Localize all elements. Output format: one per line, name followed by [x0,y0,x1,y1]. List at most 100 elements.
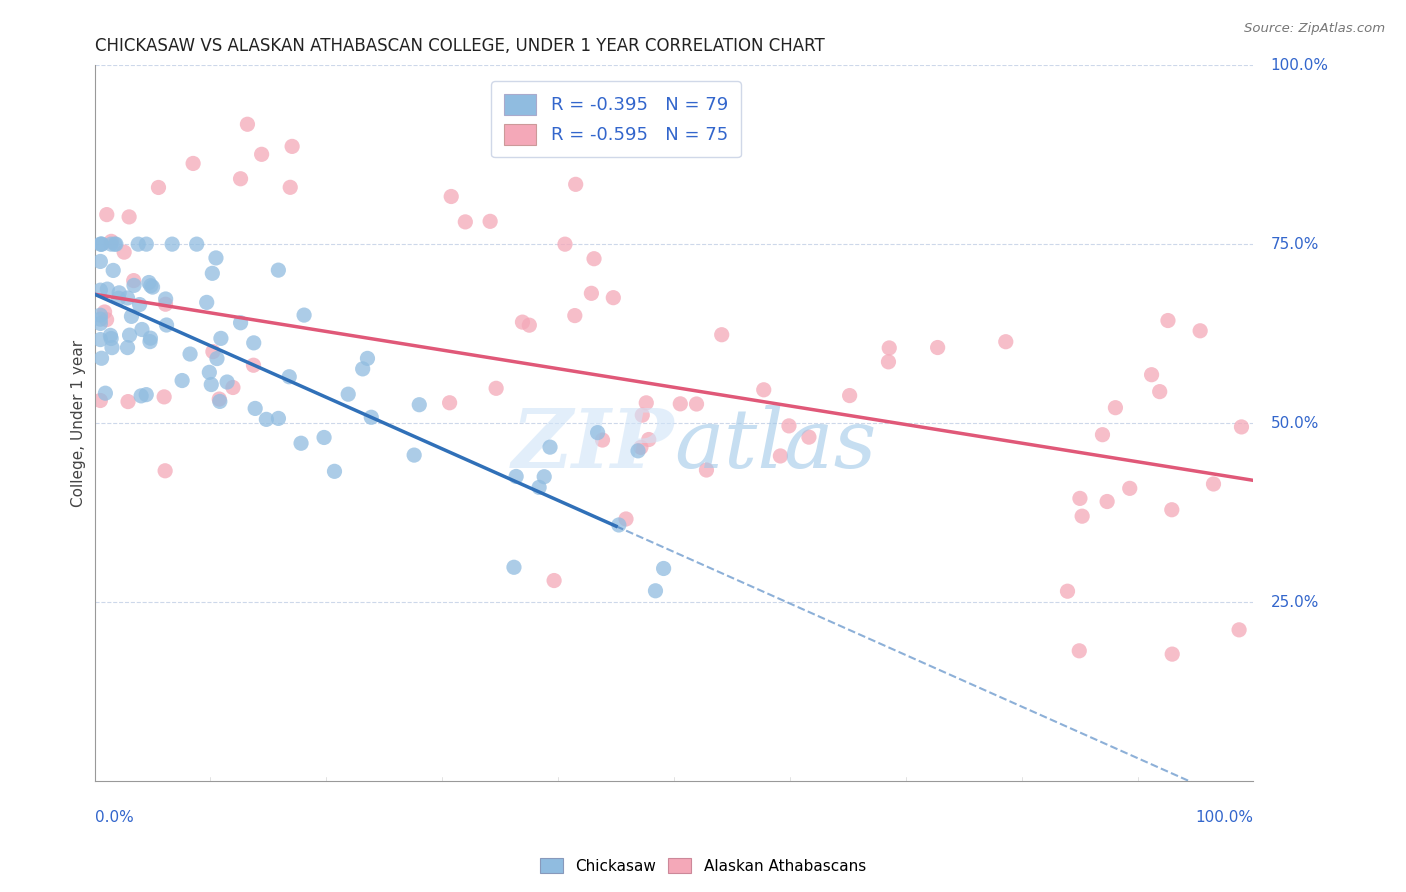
Point [778,418,800,433]
Point [554,237,576,252]
Point [201,266,224,280]
Point [505,469,527,483]
Point [96,312,118,326]
Point [155,318,177,332]
Text: Source: ZipAtlas.com: Source: ZipAtlas.com [1244,22,1385,36]
Point [627,443,650,458]
Point [160,237,183,252]
Point [225,44,247,58]
Point [90,351,112,366]
Point [89,317,111,331]
Point [479,214,502,228]
Point [752,383,775,397]
Point [208,392,231,406]
Point [312,430,335,444]
Point [89,254,111,268]
Point [1095,494,1118,508]
Text: atlas: atlas [673,405,876,484]
Point [104,237,127,252]
Point [838,388,860,402]
Point [179,347,201,361]
Point [129,389,152,403]
Point [1157,313,1180,327]
Point [101,341,124,355]
Point [797,430,820,444]
Legend: Chickasaw, Alaskan Athabascans: Chickasaw, Alaskan Athabascans [534,852,872,880]
Point [281,139,304,153]
Point [90,237,112,252]
Point [927,341,949,355]
Point [198,365,221,379]
Point [1091,427,1114,442]
Point [135,237,157,252]
Point [538,440,561,454]
Point [127,237,149,252]
Point [1189,324,1212,338]
Point [1161,647,1184,661]
Point [128,297,150,311]
Point [360,410,382,425]
Point [356,351,378,366]
Point [135,387,157,401]
Point [1230,420,1253,434]
Point [669,397,692,411]
Point [138,276,160,290]
Text: CHICKASAW VS ALASKAN ATHABASCAN COLLEGE, UNDER 1 YEAR CORRELATION CHART: CHICKASAW VS ALASKAN ATHABASCAN COLLEGE,… [94,37,824,55]
Point [533,469,555,483]
Point [118,210,141,224]
Point [1104,401,1126,415]
Point [89,283,111,297]
Point [278,369,301,384]
Point [90,237,112,252]
Point [181,156,204,170]
Point [120,310,142,324]
Point [543,574,565,588]
Point [630,441,652,455]
Point [994,334,1017,349]
Point [454,215,477,229]
Point [209,331,232,345]
Point [148,180,170,194]
Point [517,318,540,333]
Point [93,305,115,319]
Point [290,436,312,450]
Point [96,282,118,296]
Point [243,401,266,416]
Point [710,327,733,342]
Point [186,237,208,252]
Point [205,351,228,366]
Point [564,178,586,192]
Legend: R = -0.395   N = 79, R = -0.595   N = 75: R = -0.395 N = 79, R = -0.595 N = 75 [491,81,741,157]
Point [242,335,264,350]
Point [108,285,131,300]
Point [323,464,346,478]
Point [118,328,141,343]
Point [195,295,218,310]
Point [527,480,550,494]
Point [637,433,659,447]
Text: ZIP: ZIP [512,405,673,484]
Point [229,171,252,186]
Point [89,333,111,347]
Point [1202,477,1225,491]
Point [122,278,145,293]
Point [586,425,609,440]
Point [278,180,301,194]
Point [153,390,176,404]
Point [1069,491,1091,506]
Point [564,309,586,323]
Point [404,448,426,462]
Point [208,394,231,409]
Point [602,291,624,305]
Point [503,560,526,574]
Point [104,237,127,252]
Point [89,393,111,408]
Point [695,463,717,477]
Point [592,433,614,447]
Point [582,252,605,266]
Point [242,358,264,372]
Point [217,375,239,389]
Point [408,398,430,412]
Point [631,408,654,422]
Point [155,297,177,311]
